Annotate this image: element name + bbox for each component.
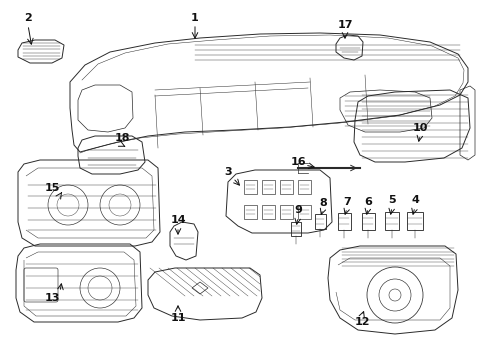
Bar <box>244 205 257 219</box>
Text: 10: 10 <box>411 123 427 133</box>
Text: 18: 18 <box>114 133 129 143</box>
Text: 11: 11 <box>170 313 185 323</box>
Text: 7: 7 <box>343 197 350 207</box>
Text: 6: 6 <box>364 197 371 207</box>
Text: 13: 13 <box>44 293 60 303</box>
Bar <box>337 213 350 230</box>
Bar <box>297 180 310 194</box>
Bar <box>280 205 292 219</box>
Text: 17: 17 <box>337 20 352 30</box>
Text: 14: 14 <box>170 215 185 225</box>
Bar <box>297 205 310 219</box>
Text: 2: 2 <box>24 13 32 23</box>
Bar <box>262 205 274 219</box>
Text: 5: 5 <box>387 195 395 205</box>
Bar <box>384 212 398 230</box>
Text: 12: 12 <box>353 317 369 327</box>
Text: 1: 1 <box>191 13 199 23</box>
Text: 16: 16 <box>289 157 305 167</box>
Text: 8: 8 <box>319 198 326 208</box>
Bar <box>280 180 292 194</box>
Text: 3: 3 <box>224 167 231 177</box>
Text: 15: 15 <box>44 183 60 193</box>
Bar <box>262 180 274 194</box>
Bar <box>361 213 374 230</box>
Bar <box>290 222 301 236</box>
Text: 4: 4 <box>410 195 418 205</box>
Bar <box>244 180 257 194</box>
Text: 9: 9 <box>293 205 301 215</box>
Bar <box>314 214 325 229</box>
Bar <box>406 212 422 230</box>
